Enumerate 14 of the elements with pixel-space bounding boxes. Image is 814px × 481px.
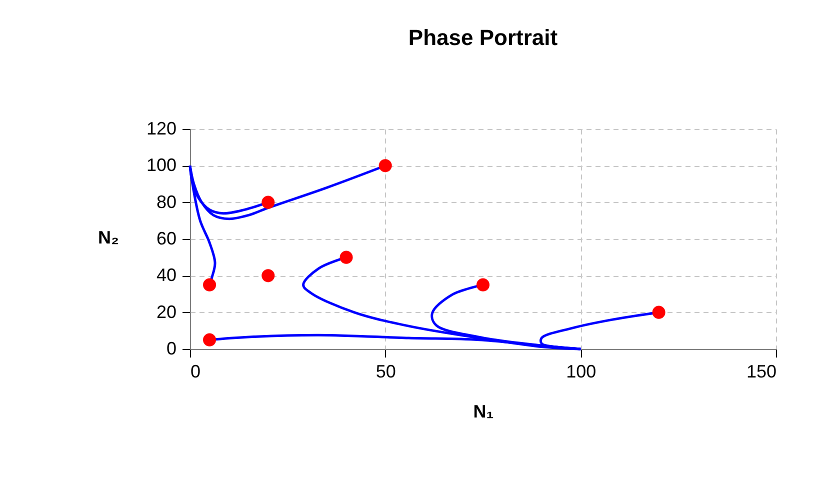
y-tick-label: 0 [166,338,176,358]
y-tick-label: 120 [146,118,176,138]
x-tick-label: 50 [376,362,396,382]
y-tick-label: 20 [156,302,176,322]
chart-title: Phase Portrait [408,25,558,50]
y-axis-title: N₂ [98,228,119,248]
x-tick-label: 100 [566,362,596,382]
y-tick-label: 40 [156,265,176,286]
x-axis-title: N₁ [473,402,494,422]
y-tick-label: 80 [156,192,176,212]
y-tick-label: 100 [146,155,176,176]
x-tick-label: 150 [746,362,776,382]
y-tick-label: 60 [156,228,176,248]
x-tick-label: 0 [190,362,201,382]
